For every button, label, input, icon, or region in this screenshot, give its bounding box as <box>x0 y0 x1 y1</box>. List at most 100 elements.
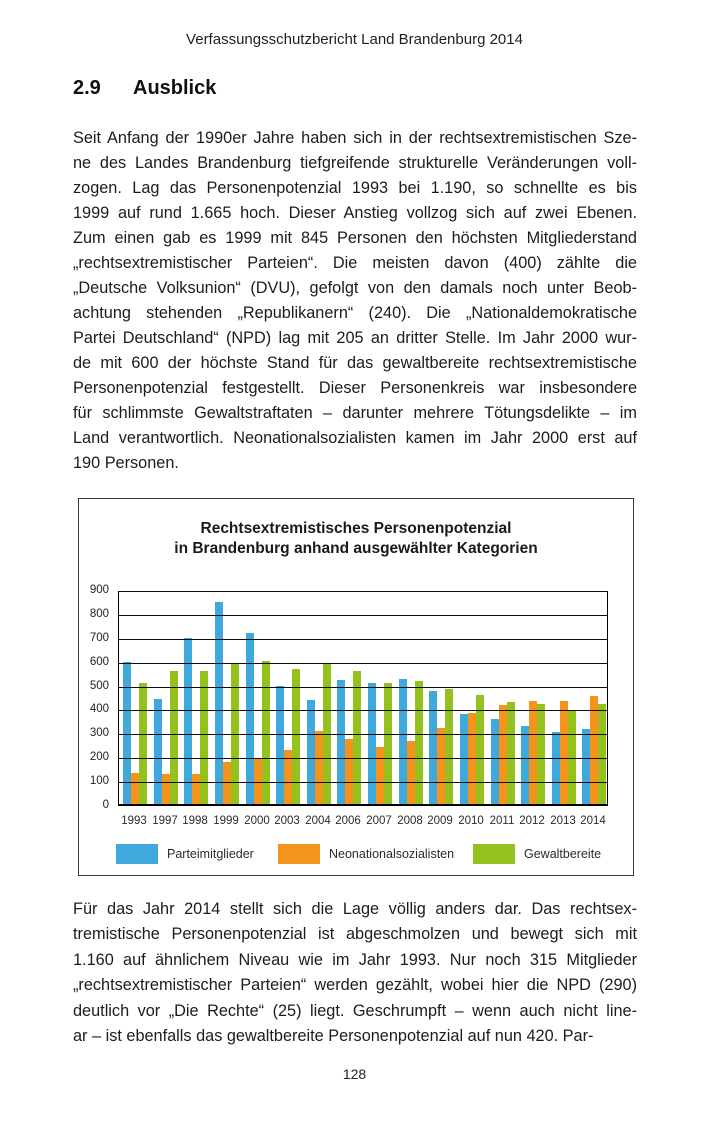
section-heading: 2.9 Ausblick <box>73 77 637 100</box>
bar-parteimitglieder-2003 <box>276 686 285 804</box>
gridline <box>119 758 607 759</box>
bar-neonationalsozialisten-2000 <box>253 759 262 804</box>
section-title: Ausblick <box>133 77 217 99</box>
y-tick-label: 100 <box>89 775 109 787</box>
gridline <box>119 591 607 592</box>
x-tick-label: 2012 <box>519 815 545 827</box>
bar-neonationalsozialisten-1997 <box>161 774 170 804</box>
bar-parteimitglieder-1993 <box>123 662 131 804</box>
bar-gewaltbereite-2007 <box>384 683 392 804</box>
bar-neonationalsozialisten-1999 <box>222 762 231 804</box>
y-tick-label: 400 <box>89 703 109 715</box>
bar-gewaltbereite-2010 <box>475 695 484 804</box>
running-header: Verfassungsschutzbericht Land Brandenbur… <box>186 31 523 48</box>
bar-neonationalsozialisten-2011 <box>498 705 507 804</box>
x-tick-label: 2003 <box>274 815 300 827</box>
bar-neonationalsozialisten-2003 <box>284 750 293 804</box>
x-tick-label: 2014 <box>580 815 606 827</box>
legend-swatch <box>473 844 515 864</box>
x-tick-label: 1998 <box>182 815 208 827</box>
x-tick-label: 1993 <box>121 815 147 827</box>
chart-title-line1: Rechtsextremistisches Personenpotenzial <box>200 520 512 537</box>
bar-parteimitglieder-1997 <box>153 699 162 804</box>
section-number: 2.9 <box>73 77 101 99</box>
bar-parteimitglieder-2000 <box>245 633 254 804</box>
bar-neonationalsozialisten-2009 <box>437 728 446 804</box>
legend-label: Parteimitglieder <box>167 847 254 861</box>
text-line: Zum einen gab es 1999 mit 845 Personen d… <box>73 229 637 247</box>
paragraph-2: Für das Jahr 2014 stellt sich die Lage v… <box>73 897 637 1049</box>
bar-parteimitglieder-2006 <box>337 680 346 804</box>
bar-neonationalsozialisten-2006 <box>345 739 354 804</box>
text-line: Land verantwortlich. Neonationalsozialis… <box>73 429 637 447</box>
bar-neonationalsozialisten-2012 <box>529 701 538 804</box>
gridline <box>119 710 607 711</box>
bar-parteimitglieder-1998 <box>184 638 193 804</box>
bar-neonationalsozialisten-1998 <box>192 774 201 804</box>
legend-item-neonationalsozialisten: Neonationalsozialisten <box>278 844 454 864</box>
bar-parteimitglieder-2004 <box>306 700 315 804</box>
bar-parteimitglieder-2011 <box>490 719 499 804</box>
bar-neonationalsozialisten-2004 <box>314 731 323 804</box>
text-line: 1999 auf rund 1.665 hoch. Dieser Anstieg… <box>73 204 637 222</box>
legend-item-gewaltbereite: Gewaltbereite <box>473 844 601 864</box>
y-tick-label: 800 <box>89 608 109 620</box>
legend-item-parteimitglieder: Parteimitglieder <box>116 844 254 864</box>
bar-gewaltbereite-2008 <box>414 681 423 804</box>
text-line: Personenpotenzial festgestellt. Dieser P… <box>73 379 637 397</box>
y-tick-label: 200 <box>89 751 109 763</box>
text-line: Seit Anfang der 1990er Jahre haben sich … <box>73 129 637 147</box>
text-line: „rechtsextremistischer Parteien“ werden … <box>73 976 637 995</box>
x-tick-label: 2007 <box>366 815 392 827</box>
bar-gewaltbereite-2000 <box>261 661 270 804</box>
bar-gewaltbereite-2006 <box>353 671 362 804</box>
x-axis-labels: 1993 1997 1998 1999 2000 2003 2004 2006 2007 2008… <box>118 815 608 831</box>
y-tick-label: 300 <box>89 727 109 739</box>
text-line: 190 Personen. <box>73 454 179 472</box>
text-line: zogen. Lag das Personenpotenzial 1993 be… <box>73 179 637 197</box>
bar-neonationalsozialisten-2014 <box>590 696 599 804</box>
text-line: ne des Landes Brandenburg tiefgreifende … <box>73 154 637 172</box>
y-tick-label: 900 <box>89 584 109 596</box>
text-line: 1.160 auf ähnlichem Niveau wie im Jahr 1… <box>73 950 637 969</box>
bar-parteimitglieder-2010 <box>459 714 468 804</box>
text-line: ar – ist ebenfalls das gewaltbereite Per… <box>73 1027 594 1046</box>
chart-title-line2: in Brandenburg anhand ausgewählter Kateg… <box>174 539 538 557</box>
bar-gewaltbereite-2009 <box>445 689 454 804</box>
x-tick-label: 2010 <box>458 815 484 827</box>
text-line: achtung stehenden „Republikanern“ (240).… <box>73 304 637 322</box>
bar-neonationalsozialisten-2008 <box>406 741 415 804</box>
gridline <box>119 663 607 664</box>
bar-parteimitglieder-2007 <box>368 683 376 804</box>
bar-gewaltbereite-1997 <box>169 671 178 804</box>
legend-label: Gewaltbereite <box>524 847 602 861</box>
bar-neonationalsozialisten-2013 <box>559 701 568 804</box>
y-axis-labels: 0 100 200 300 400 500 600 700 800 900 <box>81 584 113 811</box>
bar-parteimitglieder-2008 <box>398 679 407 804</box>
text-line: deutlich vor „Die Rechte“ (25) liegt. Ge… <box>73 1001 637 1020</box>
x-tick-label: 1997 <box>152 815 178 827</box>
legend-label: Neonationalsozialisten <box>329 847 455 861</box>
bar-gewaltbereite-2014 <box>598 704 607 804</box>
bar-gewaltbereite-2013 <box>567 710 576 804</box>
x-tick-label: 2011 <box>489 815 515 827</box>
y-tick-label: 700 <box>89 632 109 644</box>
bar-neonationalsozialisten-1993 <box>131 773 139 804</box>
bar-gewaltbereite-1998 <box>200 671 209 804</box>
x-tick-label: 2004 <box>305 815 331 827</box>
gridline <box>119 639 607 640</box>
bar-gewaltbereite-2011 <box>506 702 515 804</box>
paragraph-1: Seit Anfang der 1990er Jahre haben sich … <box>73 126 637 476</box>
y-tick-label: 600 <box>89 656 109 668</box>
gridline <box>119 782 607 783</box>
bar-gewaltbereite-2003 <box>292 669 301 804</box>
bar-neonationalsozialisten-2007 <box>376 747 384 804</box>
legend-swatch <box>116 844 158 864</box>
text-line: „Deutsche Volksunion“ (DVU), gefolgt von… <box>73 279 637 297</box>
chart-title: Rechtsextremistisches Personenpotenzial … <box>79 519 633 558</box>
bar-parteimitglieder-2013 <box>551 732 560 804</box>
bar-gewaltbereite-1993 <box>139 683 147 804</box>
text-line: de mit 600 der höchste Stand für das gew… <box>73 354 637 372</box>
gridline <box>119 687 607 688</box>
x-tick-label: 2009 <box>427 815 453 827</box>
